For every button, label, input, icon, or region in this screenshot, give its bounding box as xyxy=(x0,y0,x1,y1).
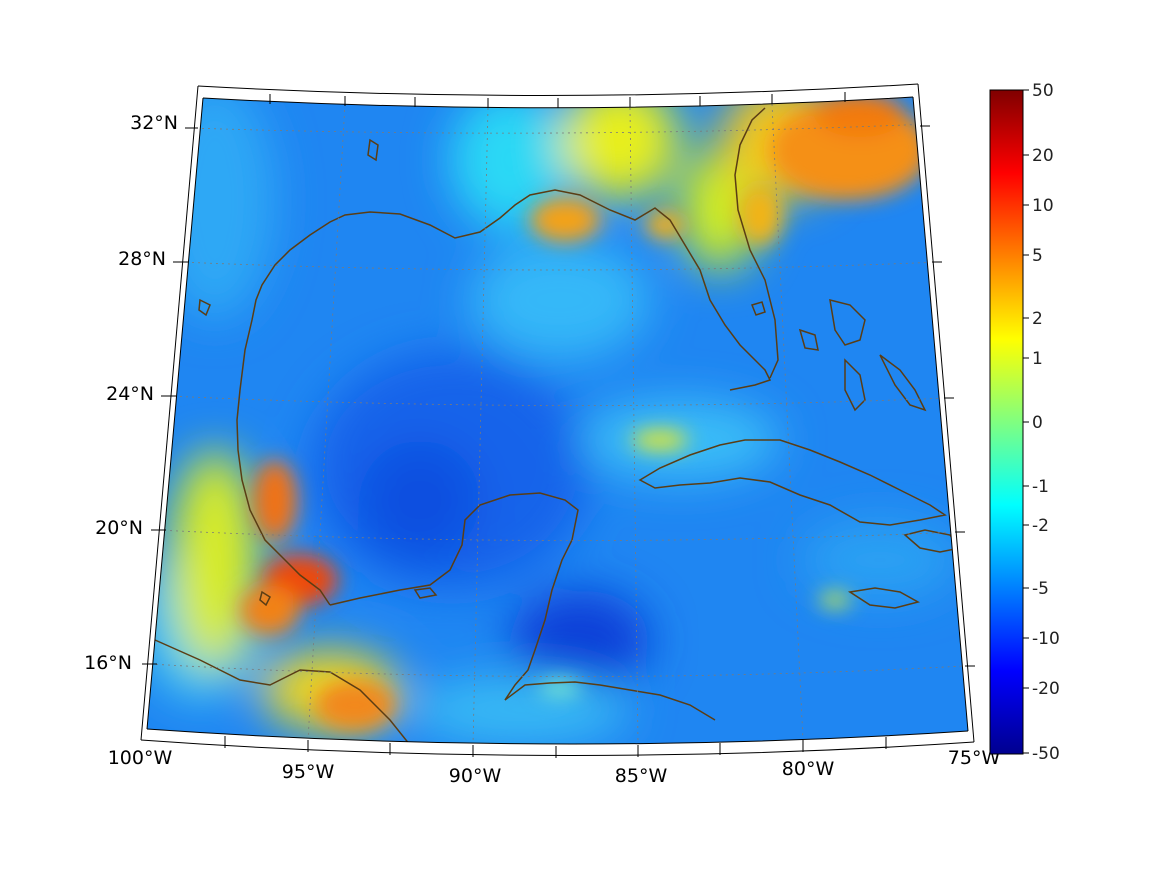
map-frame xyxy=(140,83,975,757)
data-field xyxy=(147,97,968,745)
colorbar-label-neg20: -20 xyxy=(1032,679,1060,699)
colorbar-label-10: 10 xyxy=(1032,196,1054,216)
central-america-coastline xyxy=(504,681,716,721)
pacific-coastline xyxy=(154,639,411,745)
lat-label-16n: 16°N xyxy=(84,652,132,674)
longitude-labels: 100°W 95°W 90°W 85°W 80°W 75°W xyxy=(108,747,1001,787)
colorbar-label-neg1: -1 xyxy=(1032,477,1049,497)
colorbar-label-20: 20 xyxy=(1032,146,1054,166)
colorbar-label-2: 2 xyxy=(1032,309,1043,329)
frame-ticks xyxy=(142,92,975,758)
lat-label-20n: 20°N xyxy=(95,517,143,539)
colorbar-label-1: 1 xyxy=(1032,349,1043,369)
latitude-labels: 32°N 28°N 24°N 20°N 16°N xyxy=(84,112,178,674)
gulf-coastline xyxy=(236,189,772,606)
bahamas-coastline xyxy=(829,298,866,346)
colorbar: 50 20 10 5 2 1 0 -1 -2 -5 -10 -20 -50 xyxy=(989,81,1060,764)
colorbar-label-neg10: -10 xyxy=(1032,629,1060,649)
colorbar-label-50: 50 xyxy=(1032,81,1054,101)
florida-east-coastline xyxy=(734,107,779,379)
colorbar-label-5: 5 xyxy=(1032,246,1043,266)
lon-label-95w: 95°W xyxy=(282,761,335,783)
lon-label-80w: 80°W xyxy=(782,758,835,780)
colorbar-label-neg50: -50 xyxy=(1032,744,1060,764)
lon-label-90w: 90°W xyxy=(449,765,502,787)
lat-label-28n: 28°N xyxy=(118,248,166,270)
lon-label-85w: 85°W xyxy=(615,765,668,787)
lat-label-32n: 32°N xyxy=(130,112,178,134)
colorbar-label-neg5: -5 xyxy=(1032,579,1049,599)
colorbar-gradient xyxy=(989,89,1024,755)
jamaica-coastline xyxy=(847,587,921,609)
lat-label-24n: 24°N xyxy=(106,383,154,405)
lon-label-75w: 75°W xyxy=(948,747,1001,769)
cuba-coastline xyxy=(638,439,947,526)
colorbar-label-neg2: -2 xyxy=(1032,516,1049,536)
yucatan-coastline xyxy=(329,492,579,701)
lon-label-100w: 100°W xyxy=(108,747,173,769)
colorbar-label-0: 0 xyxy=(1032,413,1043,433)
